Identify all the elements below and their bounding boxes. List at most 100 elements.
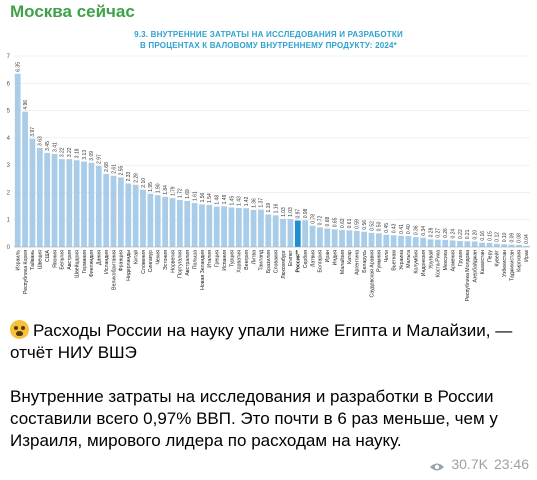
y-tick-label: 7 [7, 54, 11, 60]
value-label: 3.97 [30, 127, 36, 137]
view-count: 30.7K [451, 456, 488, 472]
bar [442, 239, 449, 247]
category-label: Эстония [163, 250, 169, 270]
category-label: Австралия [185, 250, 191, 276]
category-label: Латвия [310, 250, 316, 267]
value-label: 0.50 [377, 221, 383, 231]
category-label: Болгария [318, 250, 324, 273]
category-label: Новая Зеландия [200, 250, 206, 290]
y-tick-label: 6 [7, 81, 11, 87]
bar [22, 111, 28, 247]
category-label: Колумбия [414, 250, 420, 274]
chart-title: 9.3. ВНУТРЕННИЕ ЗАТРАТЫ НА ИССЛЕДОВАНИЯ … [134, 30, 403, 39]
category-label: Перу [487, 250, 493, 262]
value-label: 2.55 [119, 165, 125, 175]
value-label: 3.18 [74, 148, 80, 158]
bar [59, 159, 65, 247]
bar [29, 138, 36, 247]
category-label: Украина [399, 250, 405, 270]
bar [235, 207, 242, 247]
category-label: Португалия [178, 250, 184, 278]
post-footer: 30.7K 23:46 [429, 456, 529, 472]
value-label: 0.78 [310, 214, 316, 224]
value-label: 0.62 [340, 218, 346, 228]
category-label: Коста-Рика [436, 250, 442, 277]
bar-chart: 0 1 2 3 4 5 6 7 6.35 Израиль 4.96 Республика Корея 3… [7, 54, 530, 301]
category-label: Египет [288, 249, 294, 266]
category-label: Республика Молдова [465, 250, 471, 301]
value-label: 0.15 [487, 231, 493, 241]
category-label: Румыния [377, 250, 383, 272]
bar [191, 203, 198, 247]
value-label: 0.28 [428, 227, 434, 237]
bar [258, 209, 264, 247]
category-label: Турция [229, 250, 235, 267]
category-label: Ирак [524, 249, 530, 261]
value-label: 3.41 [52, 142, 58, 152]
bar [324, 228, 331, 247]
bar [368, 232, 375, 247]
bar [154, 195, 161, 247]
bar [169, 198, 176, 247]
value-label: 1.90 [156, 183, 162, 193]
value-label: 0.12 [495, 232, 501, 242]
bar [176, 200, 183, 247]
value-label: 1.03 [281, 207, 287, 217]
bar [206, 204, 213, 247]
category-label: Таджикистан [509, 250, 515, 281]
category-label: Тайвань [29, 250, 36, 270]
value-label: 0.22 [458, 229, 464, 239]
value-label: 2.10 [141, 178, 147, 188]
value-label: 1.43 [237, 196, 243, 206]
category-label: Испания [222, 250, 228, 271]
bar [221, 206, 227, 247]
category-label: Таиланд [259, 250, 265, 271]
bar [309, 225, 316, 247]
bar [81, 161, 87, 247]
value-label: 0.08 [517, 233, 523, 243]
category-label: Австрия [67, 250, 73, 270]
bar [376, 233, 382, 247]
value-label: 1.42 [244, 196, 250, 206]
value-label: 2.68 [104, 162, 110, 172]
value-label: 0.41 [399, 224, 405, 234]
category-label: Армения [450, 250, 456, 272]
value-label: 0.52 [369, 221, 375, 231]
bar [493, 243, 500, 247]
bar [383, 234, 390, 247]
bar [501, 244, 508, 247]
bar [464, 241, 471, 247]
category-label: Бразилия [266, 250, 272, 273]
bar [14, 73, 21, 247]
chart-image[interactable]: 9.3. ВНУТРЕННИЕ ЗАТРАТЫ НА ИССЛЕДОВАНИЯ … [0, 26, 537, 309]
bar [427, 239, 434, 247]
bar [88, 162, 95, 247]
category-label: Венгрия [244, 250, 250, 270]
category-label: Катар [347, 250, 353, 264]
category-label: Азербайджан [472, 250, 479, 283]
category-label: Япония [52, 250, 58, 268]
bar [353, 230, 360, 247]
post-time: 23:46 [493, 456, 529, 472]
bar [140, 189, 146, 247]
bar [516, 244, 522, 247]
bar [66, 159, 73, 247]
chart-subtitle: В ПРОЦЕНТАХ К ВАЛОВОМУ ВНУТРЕННЕМУ ПРОДУ… [140, 41, 397, 50]
category-label: Финляндия [89, 250, 95, 277]
bar [103, 173, 110, 247]
bar [265, 214, 272, 247]
bar [331, 229, 338, 247]
value-label: 0.36 [414, 225, 420, 235]
value-label: 0.56 [362, 220, 368, 230]
bar [361, 231, 368, 247]
category-label: Норвегия [170, 250, 176, 273]
bar [73, 160, 80, 247]
value-label: 1.45 [229, 195, 235, 205]
category-label: Германия [82, 250, 88, 273]
category-label: Россия** [296, 249, 302, 272]
value-label: 0.26 [443, 228, 449, 238]
value-label: 1.95 [148, 182, 154, 192]
category-label: Сербия [303, 250, 309, 268]
channel-name[interactable]: Москва сейчас [10, 2, 135, 21]
category-label: Исландия [104, 250, 110, 274]
